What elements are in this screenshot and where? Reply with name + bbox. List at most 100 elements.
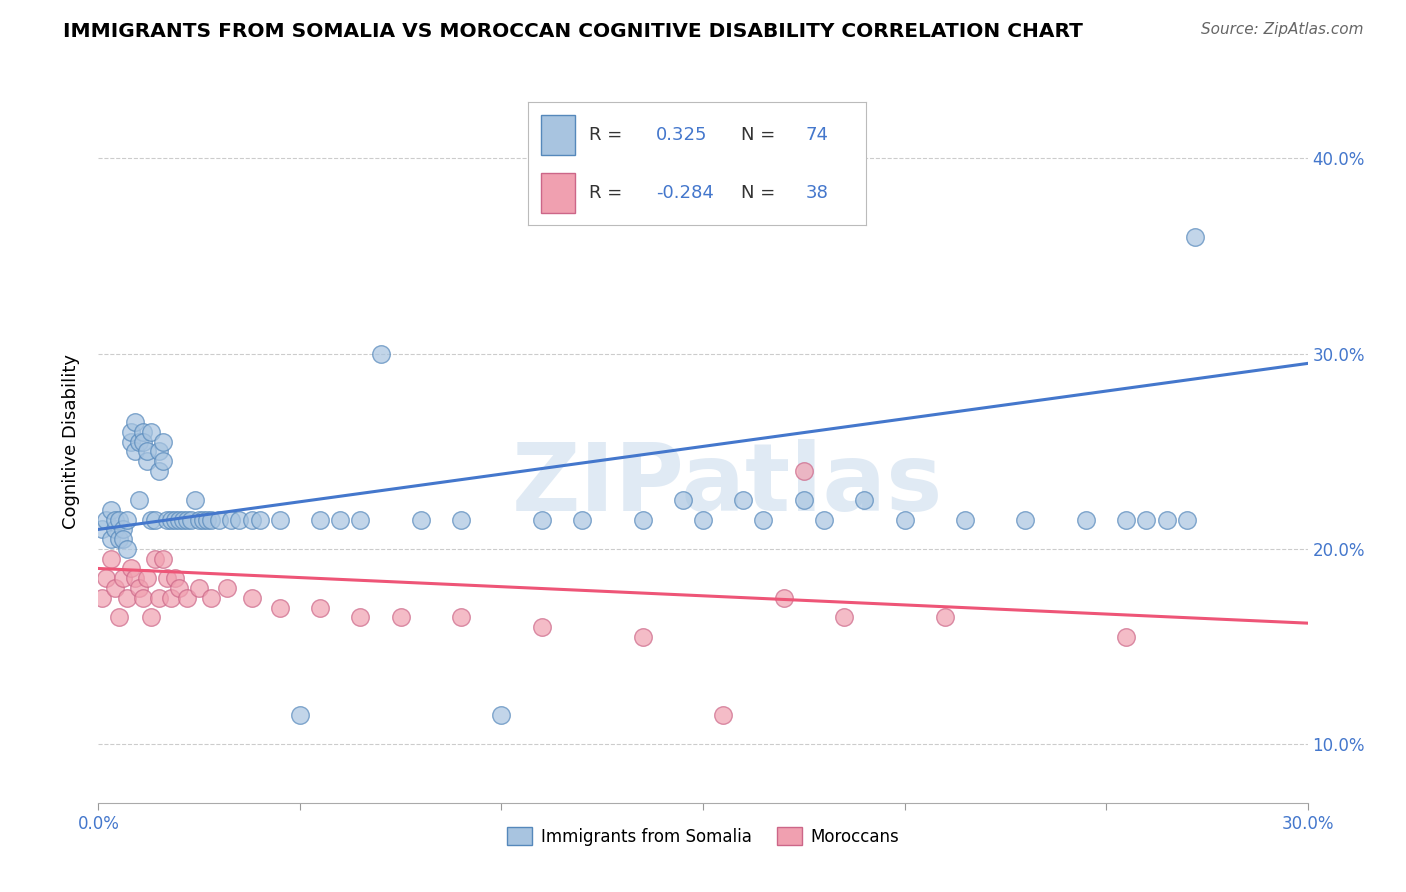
- Point: [107, 610, 129, 624]
- Text: IMMIGRANTS FROM SOMALIA VS MOROCCAN COGNITIVE DISABILITY CORRELATION CHART: IMMIGRANTS FROM SOMALIA VS MOROCCAN COGN…: [63, 22, 1083, 41]
- Point: [103, 513, 125, 527]
- Point: [152, 434, 174, 449]
- Point: [832, 610, 855, 624]
- Point: [269, 513, 291, 527]
- Point: [167, 581, 190, 595]
- Point: [139, 610, 162, 624]
- Point: [200, 513, 222, 527]
- Point: [692, 513, 714, 527]
- Point: [163, 513, 186, 527]
- Point: [631, 630, 654, 644]
- Point: [128, 581, 150, 595]
- Point: [309, 600, 332, 615]
- Point: [132, 434, 155, 449]
- Point: [240, 591, 263, 605]
- Point: [752, 513, 775, 527]
- Point: [139, 425, 162, 439]
- Point: [409, 513, 432, 527]
- Point: [813, 513, 835, 527]
- Point: [711, 707, 734, 722]
- Point: [124, 415, 146, 429]
- Point: [772, 591, 794, 605]
- Point: [571, 513, 593, 527]
- Point: [135, 444, 157, 458]
- Point: [143, 551, 166, 566]
- Point: [135, 571, 157, 585]
- Point: [389, 610, 412, 624]
- Point: [100, 503, 122, 517]
- Point: [530, 620, 553, 634]
- Point: [148, 444, 170, 458]
- Point: [139, 513, 162, 527]
- Point: [1074, 513, 1097, 527]
- Point: [221, 513, 243, 527]
- Point: [491, 707, 513, 722]
- Point: [349, 610, 371, 624]
- Point: [269, 600, 291, 615]
- Legend: Immigrants from Somalia, Moroccans: Immigrants from Somalia, Moroccans: [501, 821, 905, 852]
- Point: [329, 513, 352, 527]
- Point: [288, 707, 311, 722]
- Point: [953, 513, 976, 527]
- Point: [148, 591, 170, 605]
- Y-axis label: Cognitive Disability: Cognitive Disability: [62, 354, 80, 529]
- Text: Source: ZipAtlas.com: Source: ZipAtlas.com: [1201, 22, 1364, 37]
- Point: [100, 551, 122, 566]
- Point: [96, 571, 118, 585]
- Point: [240, 513, 263, 527]
- Point: [143, 513, 166, 527]
- Point: [530, 513, 553, 527]
- Point: [217, 581, 239, 595]
- Point: [934, 610, 956, 624]
- Point: [176, 591, 198, 605]
- Point: [128, 434, 150, 449]
- Point: [152, 454, 174, 468]
- Point: [176, 513, 198, 527]
- Point: [631, 513, 654, 527]
- Point: [1014, 513, 1036, 527]
- Point: [111, 523, 134, 537]
- Point: [184, 493, 207, 508]
- Point: [115, 513, 138, 527]
- Point: [156, 571, 179, 585]
- Point: [111, 532, 134, 546]
- Point: [672, 493, 695, 508]
- Point: [1115, 630, 1137, 644]
- Point: [188, 513, 211, 527]
- Point: [156, 513, 179, 527]
- Point: [132, 425, 155, 439]
- Point: [1184, 229, 1206, 244]
- Point: [163, 571, 186, 585]
- Point: [115, 591, 138, 605]
- Point: [160, 591, 183, 605]
- Point: [228, 513, 250, 527]
- Point: [148, 464, 170, 478]
- Point: [1135, 513, 1157, 527]
- Point: [160, 513, 183, 527]
- Text: ZIPatlas: ZIPatlas: [512, 439, 943, 531]
- Point: [120, 425, 142, 439]
- Point: [107, 513, 129, 527]
- Point: [128, 493, 150, 508]
- Point: [733, 493, 755, 508]
- Point: [853, 493, 876, 508]
- Point: [793, 493, 815, 508]
- Point: [152, 551, 174, 566]
- Point: [167, 513, 190, 527]
- Point: [107, 532, 129, 546]
- Point: [120, 561, 142, 575]
- Point: [100, 532, 122, 546]
- Point: [208, 513, 231, 527]
- Point: [450, 610, 472, 624]
- Point: [172, 513, 194, 527]
- Point: [349, 513, 371, 527]
- Point: [91, 591, 114, 605]
- Point: [188, 581, 211, 595]
- Point: [180, 513, 202, 527]
- Point: [96, 513, 118, 527]
- Point: [124, 444, 146, 458]
- Point: [132, 591, 155, 605]
- Point: [111, 571, 134, 585]
- Point: [249, 513, 271, 527]
- Point: [200, 591, 222, 605]
